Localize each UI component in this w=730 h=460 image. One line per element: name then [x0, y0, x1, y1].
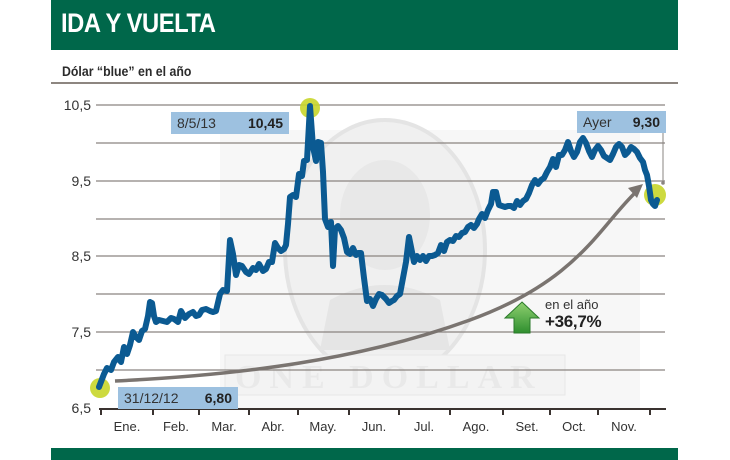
- y-axis-labels: 10,5 9,5 8,5 7,5 6,5: [64, 97, 91, 416]
- yearly-change-value: +36,7%: [545, 312, 602, 331]
- svg-text:May.: May.: [309, 419, 336, 434]
- chart-subtitle: Dólar “blue” en el año: [62, 63, 192, 79]
- footer-bar: [51, 448, 678, 460]
- svg-text:Mar.: Mar.: [211, 419, 236, 434]
- svg-text:Jun.: Jun.: [362, 419, 387, 434]
- last-callout-value: 9,30: [632, 114, 660, 130]
- peak-callout: 8/5/13 10,45: [171, 112, 289, 134]
- svg-text:Oct.: Oct.: [562, 419, 586, 434]
- last-callout-date: Ayer: [583, 114, 612, 130]
- start-callout-date: 31/12/12: [124, 390, 179, 406]
- svg-text:Ene.: Ene.: [114, 419, 141, 434]
- yearly-change-annotation: en el año +36,7%: [545, 297, 602, 332]
- start-callout-value: 6,80: [204, 390, 232, 406]
- last-callout: Ayer 9,30: [577, 111, 666, 133]
- dolar-blue-line: [96, 103, 660, 390]
- svg-text:8,5: 8,5: [72, 248, 92, 264]
- page-title: IDA Y VUELTA: [61, 8, 216, 38]
- start-callout: 31/12/12 6,80: [118, 387, 238, 409]
- x-axis: [99, 408, 666, 415]
- peak-callout-date: 8/5/13: [177, 115, 216, 131]
- svg-text:10,5: 10,5: [64, 97, 91, 113]
- peak-callout-value: 10,45: [247, 115, 283, 131]
- yearly-change-label: en el año: [545, 297, 599, 312]
- svg-text:Jul.: Jul.: [414, 419, 434, 434]
- divider: [51, 82, 678, 84]
- svg-text:Ago.: Ago.: [463, 419, 490, 434]
- svg-text:Feb.: Feb.: [163, 419, 189, 434]
- svg-text:6,5: 6,5: [72, 400, 92, 416]
- svg-text:Abr.: Abr.: [261, 419, 284, 434]
- x-axis-labels: Ene. Feb. Mar. Abr. May. Jun. Jul. Ago. …: [114, 419, 637, 434]
- svg-text:9,5: 9,5: [72, 173, 92, 189]
- trend-arrow: [114, 184, 643, 383]
- header-bar: IDA Y VUELTA: [51, 0, 678, 50]
- up-arrow-icon: [503, 301, 541, 334]
- svg-text:7,5: 7,5: [72, 324, 92, 340]
- svg-text:Set.: Set.: [515, 419, 538, 434]
- svg-text:Nov.: Nov.: [611, 419, 637, 434]
- leader-dot: [661, 181, 665, 185]
